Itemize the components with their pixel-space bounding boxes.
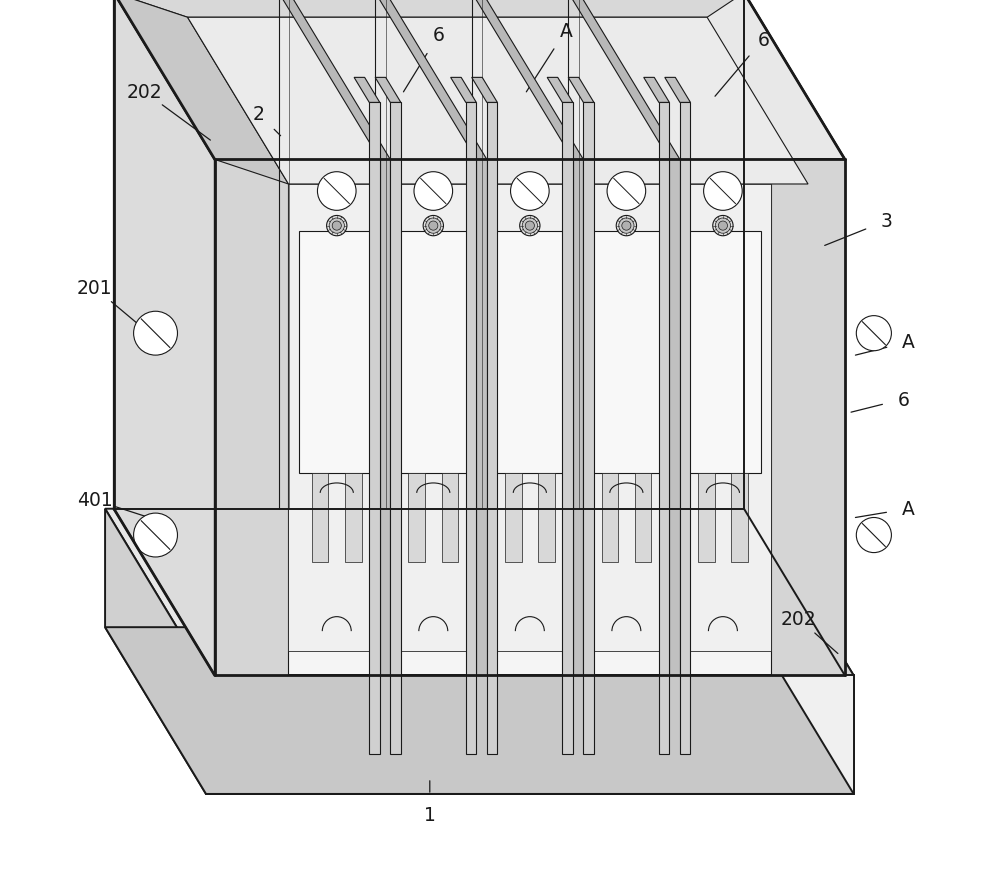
Polygon shape [390,104,401,754]
Polygon shape [685,232,761,474]
Polygon shape [188,18,808,184]
Polygon shape [345,474,362,563]
Polygon shape [114,0,744,18]
Polygon shape [771,161,845,676]
Polygon shape [105,628,854,794]
Polygon shape [369,104,380,754]
Polygon shape [583,104,594,754]
Polygon shape [105,509,206,794]
Polygon shape [375,0,487,161]
Polygon shape [215,161,845,676]
Polygon shape [669,161,680,676]
Circle shape [619,219,634,234]
Polygon shape [408,474,425,563]
Circle shape [429,222,438,231]
Text: 202: 202 [781,609,816,628]
Text: 6: 6 [898,390,910,409]
Polygon shape [385,184,482,651]
Text: 201: 201 [77,278,112,298]
Polygon shape [482,184,578,651]
Circle shape [426,219,441,234]
Polygon shape [114,0,288,184]
Circle shape [327,216,347,236]
Text: 3: 3 [880,212,892,231]
Circle shape [713,216,733,236]
Circle shape [332,222,341,231]
Polygon shape [375,78,401,104]
Polygon shape [538,474,555,563]
Polygon shape [442,474,458,563]
Circle shape [134,312,177,356]
Polygon shape [753,509,854,794]
Circle shape [511,172,549,211]
Circle shape [134,514,177,558]
Polygon shape [396,232,471,474]
Text: 6: 6 [433,26,445,46]
Polygon shape [573,161,583,676]
Polygon shape [451,78,476,104]
Text: 2: 2 [253,105,265,124]
Text: A: A [902,333,915,352]
Polygon shape [354,78,380,104]
Polygon shape [578,184,675,651]
Polygon shape [114,0,215,676]
Polygon shape [472,0,583,161]
Circle shape [856,316,891,351]
Polygon shape [299,232,374,474]
Polygon shape [568,78,594,104]
Polygon shape [492,232,567,474]
Circle shape [715,219,731,234]
Polygon shape [562,104,573,754]
Polygon shape [644,78,669,104]
Polygon shape [114,0,845,161]
Polygon shape [288,184,385,651]
Circle shape [607,172,646,211]
Polygon shape [675,184,771,651]
Polygon shape [380,161,390,676]
Circle shape [856,518,891,553]
Polygon shape [589,232,664,474]
Circle shape [622,222,631,231]
Polygon shape [547,78,573,104]
Polygon shape [206,676,854,794]
Text: 1: 1 [424,805,436,824]
Circle shape [525,222,534,231]
Circle shape [520,216,540,236]
Circle shape [317,172,356,211]
Circle shape [704,172,742,211]
Polygon shape [312,474,328,563]
Polygon shape [466,104,476,754]
Polygon shape [105,509,854,676]
Polygon shape [505,474,522,563]
Text: 202: 202 [127,83,162,102]
Text: A: A [559,22,572,41]
Polygon shape [602,474,618,563]
Polygon shape [731,474,748,563]
Circle shape [329,219,344,234]
Polygon shape [487,104,497,754]
Polygon shape [635,474,651,563]
Polygon shape [568,0,680,161]
Circle shape [522,219,537,234]
Circle shape [718,222,727,231]
Text: 401: 401 [77,491,112,510]
Circle shape [616,216,637,236]
Polygon shape [659,104,669,754]
Circle shape [423,216,443,236]
Polygon shape [472,78,497,104]
Polygon shape [665,78,690,104]
Polygon shape [279,0,390,161]
Polygon shape [698,474,715,563]
Text: 6: 6 [757,31,769,50]
Polygon shape [680,104,690,754]
Polygon shape [744,0,845,676]
Circle shape [414,172,453,211]
Polygon shape [215,161,288,676]
Polygon shape [476,161,487,676]
Text: A: A [902,500,915,519]
